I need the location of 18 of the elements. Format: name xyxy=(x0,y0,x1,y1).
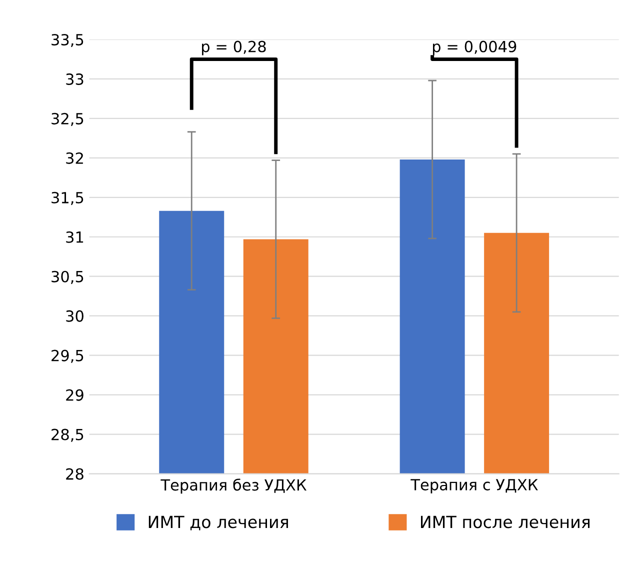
y-tick-label: 31,5 xyxy=(52,192,84,205)
y-tick-label: 32,5 xyxy=(52,112,84,126)
y-tick-label: 28,5 xyxy=(52,428,84,442)
y-tick-label: 29,5 xyxy=(52,350,84,363)
y-tick-label: 28 xyxy=(66,468,84,480)
x-tick-label: Терапия без УДХК xyxy=(160,478,306,494)
y-tick-label: 33,5 xyxy=(52,34,84,48)
y-tick-label: 32 xyxy=(66,152,83,164)
y-tick-label: 30 xyxy=(66,310,84,322)
y-tick-label: 31 xyxy=(66,231,84,243)
x-tick-label: Терапия с УДХК xyxy=(410,479,538,494)
y-tick-label: 30,5 xyxy=(52,270,84,284)
annotation: p = 0,28 xyxy=(202,40,266,56)
annotation: p = 0,0049 xyxy=(432,40,516,56)
legend-label: ИМТ после лечения xyxy=(421,516,590,528)
legend-label: ИМТ до лечения xyxy=(148,516,288,530)
y-tick-label: 33 xyxy=(66,73,84,85)
y-tick-label: 29 xyxy=(66,389,84,401)
